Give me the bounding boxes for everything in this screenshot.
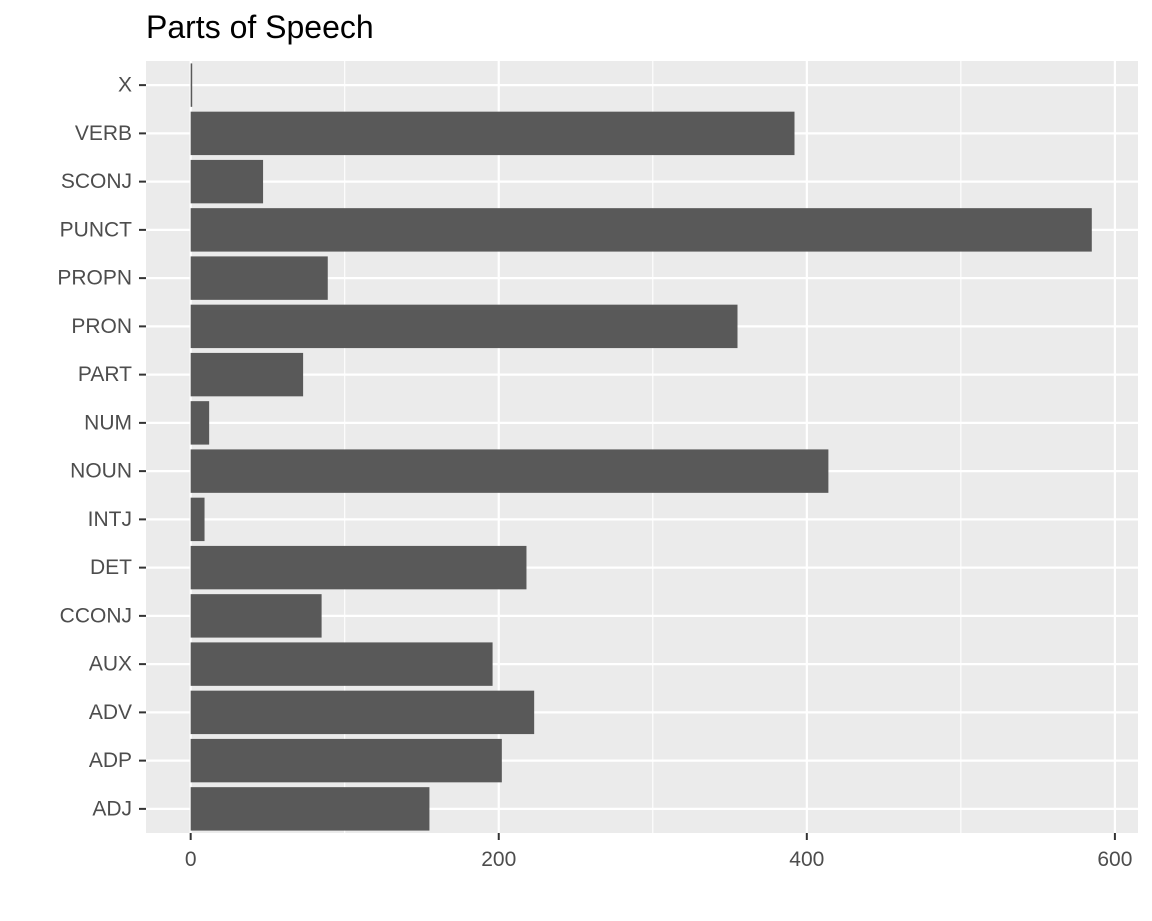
- y-tick-label: DET: [90, 556, 132, 579]
- y-tick-label: SCONJ: [61, 170, 132, 193]
- bar-punct: [190, 208, 1092, 252]
- x-tick-label: 200: [481, 848, 516, 871]
- bar-noun: [190, 449, 829, 493]
- y-tick-label: ADP: [89, 749, 132, 772]
- bar-cconj: [190, 594, 322, 638]
- y-tick-label: ADV: [89, 701, 132, 724]
- bar-propn: [190, 256, 328, 300]
- chart-title: Parts of Speech: [146, 9, 374, 45]
- bar-pron: [190, 304, 738, 349]
- y-tick-label: AUX: [89, 653, 132, 676]
- y-tick-label: PRON: [71, 315, 132, 338]
- y-tick-label: ADJ: [92, 797, 132, 820]
- axes: ADJ ADP ADV AUX CCONJ DET INTJ NOUN NUM PART PRON P…: [57, 74, 1132, 871]
- bar-x: [190, 63, 193, 107]
- bar-verb: [190, 111, 795, 156]
- grid-lines: [146, 61, 1138, 833]
- bar-adp: [190, 738, 502, 783]
- bars: [190, 63, 1092, 831]
- y-tick-label: PROPN: [57, 267, 132, 290]
- y-tick-label: VERB: [75, 122, 132, 145]
- y-tick-label: CCONJ: [60, 604, 132, 627]
- bar-adj: [190, 787, 430, 831]
- bar-num: [190, 401, 210, 445]
- y-tick-label: NOUN: [70, 460, 132, 483]
- bar-part: [190, 352, 304, 397]
- bar-aux: [190, 642, 493, 686]
- x-tick-label: 0: [185, 848, 197, 871]
- y-tick-label: X: [118, 74, 132, 97]
- x-tick-label: 600: [1097, 848, 1132, 871]
- y-tick-label: NUM: [84, 411, 132, 434]
- bar-adv: [190, 690, 535, 735]
- x-tick-label: 400: [789, 848, 824, 871]
- y-tick-label: PUNCT: [60, 218, 133, 241]
- bar-sconj: [190, 159, 264, 204]
- bar-det: [190, 545, 527, 590]
- y-tick-label: INTJ: [88, 508, 132, 531]
- bar-intj: [190, 497, 205, 542]
- y-tick-label: PART: [78, 363, 132, 386]
